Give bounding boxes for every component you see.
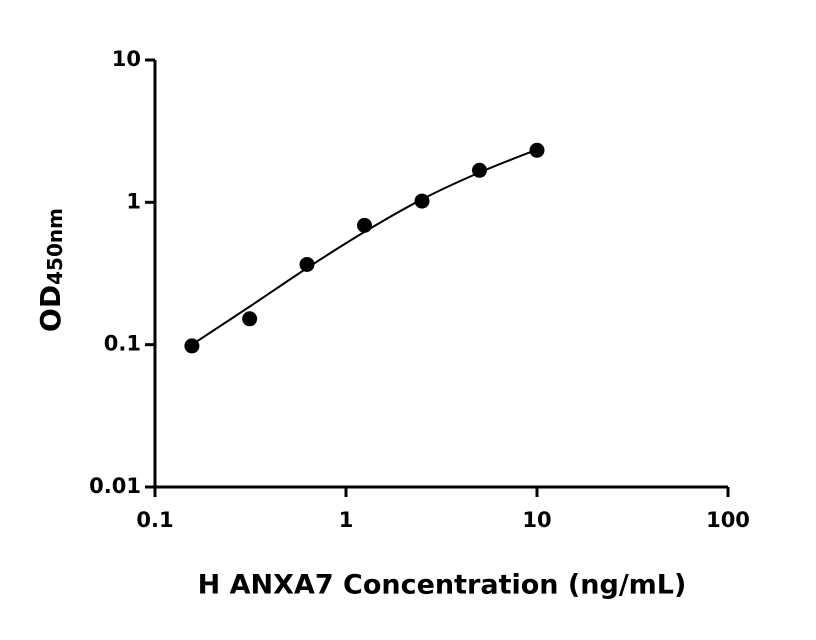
y-axis-label-main: OD <box>34 285 67 332</box>
y-tick-label: 0.01 <box>89 474 141 498</box>
y-axis-label-sub: 450nm <box>43 208 67 285</box>
y-tick-label: 10 <box>112 47 141 71</box>
y-axis-label: OD450nm <box>34 208 67 332</box>
data-point <box>529 142 545 158</box>
data-point <box>242 311 258 327</box>
x-tick-label: 10 <box>522 508 551 532</box>
y-tick-label: 0.1 <box>104 332 141 356</box>
data-point <box>414 193 430 209</box>
data-point <box>472 162 488 178</box>
x-tick-label: 100 <box>706 508 750 532</box>
x-tick-label: 0.1 <box>136 508 173 532</box>
data-point <box>184 338 200 354</box>
axis-lines <box>153 60 728 489</box>
data-point <box>299 256 315 272</box>
data-point <box>357 217 373 233</box>
y-tick-label: 1 <box>126 189 141 213</box>
x-axis-label: H ANXA7 Concentration (ng/mL) <box>198 570 687 601</box>
x-tick-label: 1 <box>339 508 354 532</box>
